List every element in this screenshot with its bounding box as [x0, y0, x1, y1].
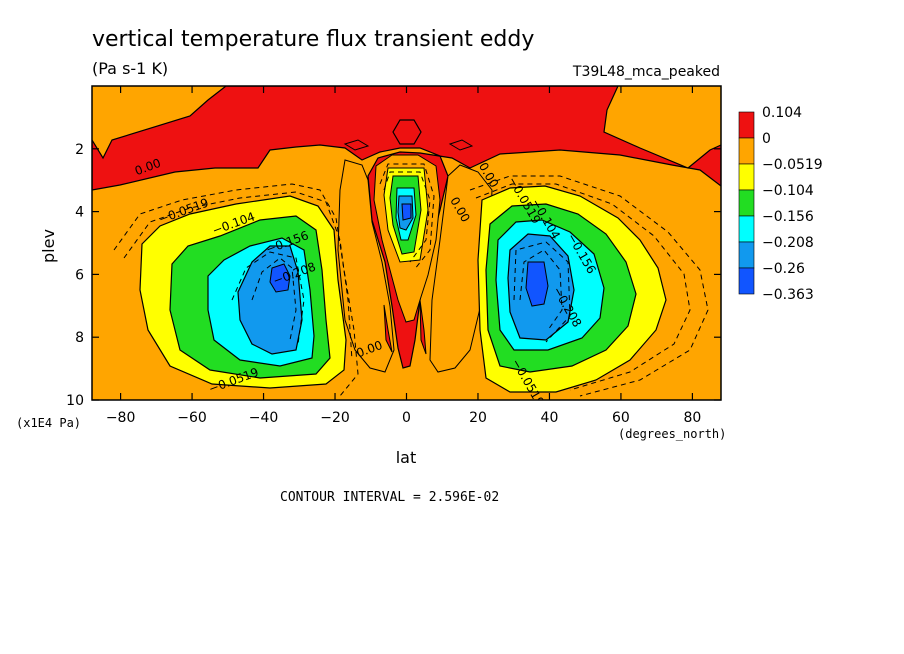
colorbar-label-7: −0.363 [762, 287, 814, 303]
x-tick-label-7: 60 [612, 410, 630, 426]
dashed-contour-right-inner [475, 183, 691, 391]
dashed-contour-center-2 [379, 163, 435, 271]
x-tick-label-0: −80 [106, 410, 136, 426]
dashed-contour-center-1 [383, 171, 431, 263]
contour-field: 0.000.000.000.00−0.0519 −0.104−0.156−0.20… [92, 86, 721, 400]
colorbar-label-3: −0.104 [762, 183, 814, 199]
dashed-contour-left-outer [113, 183, 359, 397]
colorbar-bin-2 [738, 163, 755, 191]
colorbar-label-6: −0.26 [762, 261, 805, 277]
x-axis-title: lat [396, 448, 417, 467]
red-spike-left [383, 304, 393, 353]
colorbar-bin-1 [738, 137, 755, 165]
y-axis-title: plev [39, 229, 58, 263]
red-cell-small-left [343, 139, 370, 151]
y-axis-units: (x1E4 Pa) [16, 416, 81, 430]
colorbar-label-1: 0 [762, 131, 771, 147]
dashed-contour-right-core-1 [519, 249, 563, 331]
colorbar-bin-5 [738, 241, 755, 269]
x-tick-label-3: −20 [320, 410, 350, 426]
x-tick-label-2: −40 [249, 410, 279, 426]
orange-column-right [429, 164, 493, 373]
right-low-core [525, 261, 549, 307]
y-tick-label-0: 2 [75, 142, 84, 158]
y-tick-label-3: 8 [75, 330, 84, 346]
x-tick-label-6: 40 [541, 410, 559, 426]
colorbar-bin-3 [738, 189, 755, 217]
red-spike-right [419, 299, 427, 355]
x-tick-label-1: −60 [177, 410, 207, 426]
colorbar-bin-6 [738, 267, 755, 295]
dashed-contour-right-outer [469, 175, 709, 397]
x-tick-label-5: 20 [469, 410, 487, 426]
y-tick-label-4: 10 [66, 393, 84, 409]
y-tick-label-2: 6 [75, 267, 84, 283]
chart-title: vertical temperature flux transient eddy [92, 27, 534, 52]
run-label: T39L48_mca_peaked [572, 64, 720, 80]
left-low-core [269, 263, 291, 293]
colorbar-label-4: −0.156 [762, 209, 814, 225]
colorbar-label-2: −0.0519 [762, 157, 823, 173]
red-cell-small-right [448, 139, 474, 151]
contour-interval: CONTOUR INTERVAL = 2.596E-02 [280, 490, 499, 505]
dashed-contour-left-core-2 [231, 251, 305, 345]
chart-units: (Pa s-1 K) [92, 59, 168, 78]
colorbar-bin-0 [738, 111, 755, 139]
colorbar-label-5: −0.208 [762, 235, 814, 251]
red-cell-top [392, 119, 422, 145]
colorbar: 0.104 0 −0.0519 −0.104 −0.156 −0.208 −0.26 −0.3… [738, 105, 823, 303]
center-low-core [401, 203, 412, 221]
x-tick-label-8: 80 [683, 410, 701, 426]
x-tick-label-4: 0 [402, 410, 411, 426]
dashed-contour-left-inner [123, 191, 353, 361]
x-axis-units: (degrees_north) [618, 427, 726, 441]
colorbar-bin-4 [738, 215, 755, 243]
y-tick-label-1: 4 [75, 205, 84, 221]
colorbar-label-0: 0.104 [762, 105, 802, 121]
